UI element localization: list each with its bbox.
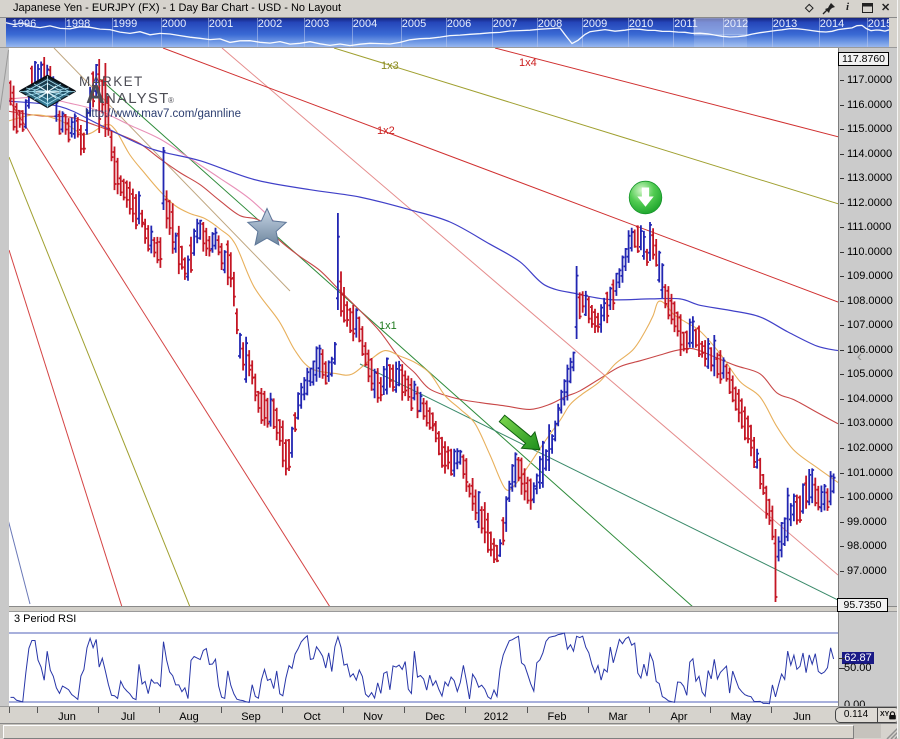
svg-text:A: A — [86, 79, 105, 109]
svg-text:1999: 1999 — [113, 18, 137, 30]
svg-text:®: ® — [168, 96, 174, 105]
svg-text:1x3: 1x3 — [381, 60, 399, 72]
svg-text:1x4: 1x4 — [519, 57, 537, 69]
svg-text:MARKET: MARKET — [79, 74, 144, 89]
svg-text:NALYST: NALYST — [105, 90, 169, 107]
svg-text:1x1: 1x1 — [379, 320, 397, 332]
svg-text:http://www.mav7.com/gannline: http://www.mav7.com/gannline — [85, 108, 241, 120]
svg-text:2013: 2013 — [773, 18, 797, 30]
svg-text:1x2: 1x2 — [377, 125, 395, 137]
svg-text:2009: 2009 — [583, 18, 607, 30]
svg-text:2000: 2000 — [162, 18, 186, 30]
svg-text:2003: 2003 — [305, 18, 329, 30]
svg-text:2012: 2012 — [724, 18, 748, 30]
svg-text:2007: 2007 — [493, 18, 517, 30]
svg-text:2001: 2001 — [209, 18, 233, 30]
svg-text:2010: 2010 — [629, 18, 653, 30]
svg-text:2015: 2015 — [868, 18, 889, 30]
svg-text:1998: 1998 — [66, 18, 90, 30]
svg-text:2006: 2006 — [447, 18, 471, 30]
svg-text:2014: 2014 — [820, 18, 844, 30]
svg-text:1996: 1996 — [12, 18, 36, 30]
svg-text:2005: 2005 — [402, 18, 426, 30]
svg-text:2008: 2008 — [538, 18, 562, 30]
svg-text:2004: 2004 — [353, 18, 377, 30]
svg-text:2011: 2011 — [674, 18, 698, 30]
svg-text:2002: 2002 — [258, 18, 282, 30]
